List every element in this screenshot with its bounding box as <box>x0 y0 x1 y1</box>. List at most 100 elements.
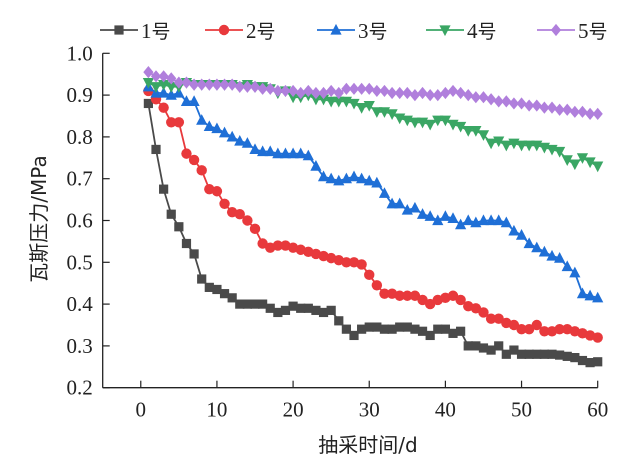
data-point <box>561 260 573 272</box>
legend-marker-triangle-up-icon <box>330 23 342 35</box>
legend-marker-circle-icon <box>218 24 230 36</box>
data-point <box>371 280 383 291</box>
data-point <box>150 70 162 83</box>
data-point <box>409 201 421 213</box>
data-point <box>303 84 314 98</box>
data-point <box>357 324 367 334</box>
data-point <box>523 323 535 335</box>
data-point <box>249 80 261 93</box>
data-point <box>272 147 284 159</box>
data-point <box>539 326 550 337</box>
data-point <box>371 176 383 188</box>
legend-label: 4号 <box>467 19 497 43</box>
data-point <box>174 222 184 232</box>
data-point <box>432 115 444 127</box>
data-point <box>249 143 261 155</box>
data-point <box>349 330 359 341</box>
data-point <box>523 237 535 249</box>
x-tick-label: 20 <box>283 398 304 422</box>
data-point <box>455 121 467 133</box>
data-point <box>378 187 391 198</box>
data-point <box>592 161 604 173</box>
data-point <box>197 274 207 284</box>
data-point <box>447 290 459 301</box>
data-point <box>439 210 451 221</box>
data-point <box>189 249 199 259</box>
data-point <box>547 349 557 359</box>
data-point <box>463 341 473 351</box>
data-point <box>211 122 223 134</box>
data-point <box>142 77 154 89</box>
legend-label-suffix: 号 <box>589 21 608 43</box>
data-point <box>341 324 351 334</box>
data-point <box>318 307 329 318</box>
data-point <box>402 322 412 332</box>
data-point <box>539 349 549 359</box>
data-point <box>524 99 535 112</box>
data-point <box>500 216 512 228</box>
data-point <box>585 358 595 368</box>
data-point <box>554 103 565 116</box>
data-point <box>158 86 170 98</box>
data-point <box>204 78 215 91</box>
y-tick-label: 0.6 <box>66 209 92 233</box>
data-point <box>424 298 436 310</box>
data-point <box>257 82 268 95</box>
data-point <box>387 324 397 334</box>
data-point <box>554 323 565 335</box>
data-point <box>386 109 398 121</box>
data-point <box>417 326 428 336</box>
data-point <box>303 303 313 313</box>
data-point <box>226 130 238 142</box>
data-point <box>531 99 542 112</box>
data-point <box>424 119 436 131</box>
legend-item-1: 1号 <box>100 19 171 43</box>
legend-label-number: 5 <box>578 19 589 43</box>
data-point <box>432 214 444 226</box>
data-point <box>265 303 275 313</box>
data-point <box>432 89 443 102</box>
data-point <box>234 134 246 146</box>
y-tick-label: 0.4 <box>66 292 93 316</box>
data-point <box>539 101 550 114</box>
legend-label-suffix: 号 <box>478 21 497 43</box>
data-point <box>242 80 253 93</box>
data-point <box>188 78 200 91</box>
data-point <box>424 210 436 221</box>
data-point <box>333 86 344 100</box>
data-point <box>485 138 497 150</box>
data-point <box>302 149 314 161</box>
data-point <box>143 98 153 109</box>
data-point <box>219 78 230 91</box>
data-point <box>196 165 207 176</box>
data-point <box>272 84 283 98</box>
data-point <box>318 86 329 100</box>
data-point <box>546 101 558 114</box>
data-point <box>470 303 482 314</box>
data-point <box>577 105 588 118</box>
data-point <box>477 130 490 141</box>
data-point <box>341 82 352 95</box>
y-tick-label: 0.3 <box>66 334 92 358</box>
data-point <box>279 147 292 159</box>
data-point <box>317 170 330 182</box>
data-point <box>310 94 322 106</box>
data-point <box>524 349 534 359</box>
data-point <box>584 157 596 169</box>
data-point <box>485 214 497 226</box>
data-point <box>569 105 580 118</box>
data-point <box>516 97 527 110</box>
data-point <box>218 126 231 138</box>
data-point <box>379 324 390 334</box>
data-point <box>570 353 580 363</box>
data-point <box>287 84 299 98</box>
data-point <box>273 307 283 318</box>
data-point <box>235 299 245 309</box>
data-point <box>576 153 589 164</box>
data-point <box>416 208 429 219</box>
data-point <box>272 240 284 251</box>
series-5 <box>143 66 603 121</box>
data-point <box>181 238 192 249</box>
data-point <box>394 290 405 301</box>
